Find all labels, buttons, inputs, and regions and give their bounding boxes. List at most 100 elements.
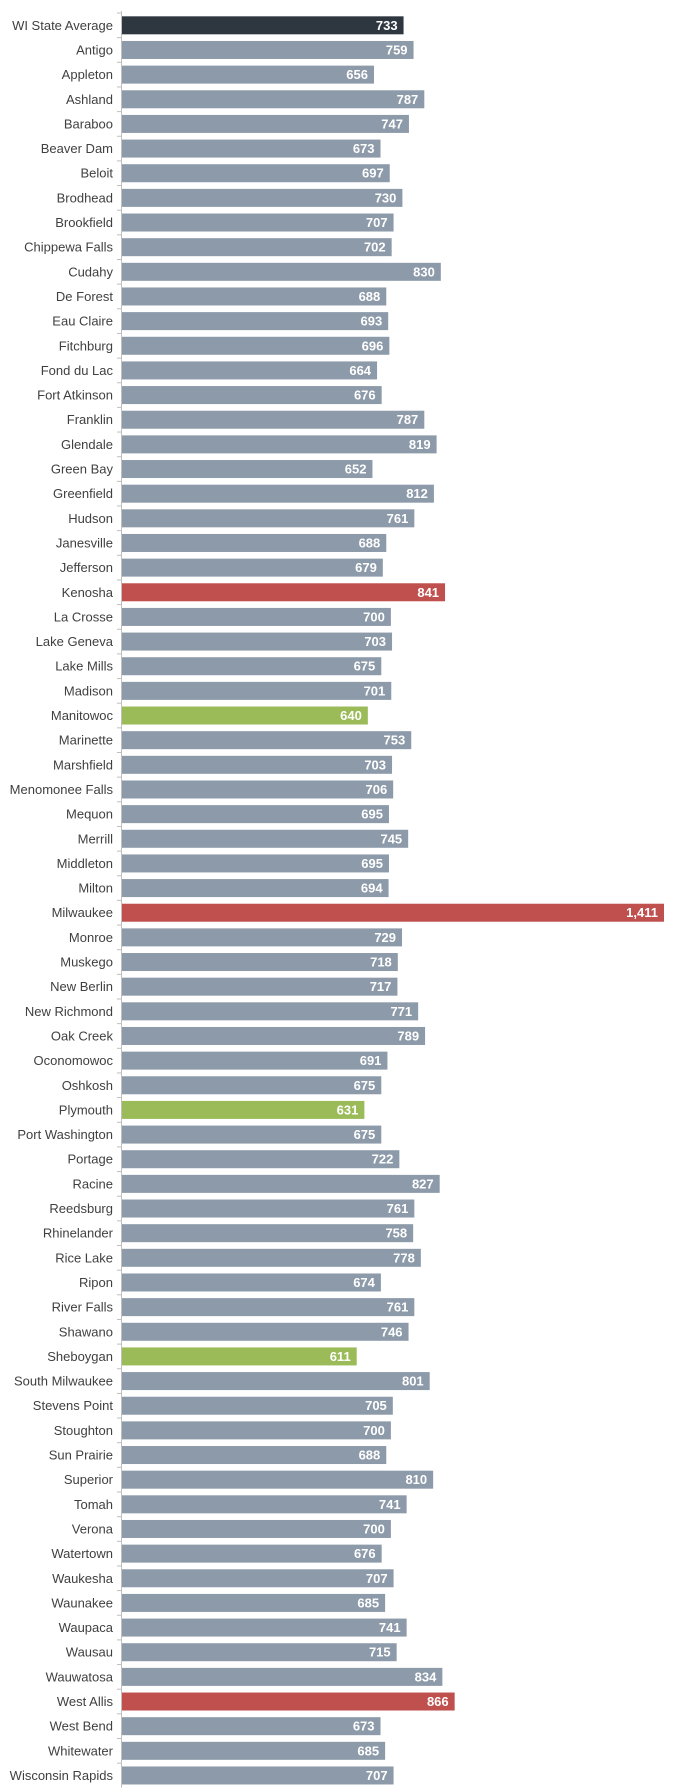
bar-ripon (122, 1273, 381, 1292)
bar-stoughton (122, 1421, 391, 1440)
value-label-kenosha: 841 (417, 585, 439, 600)
bar-verona (122, 1519, 391, 1538)
value-label-superior: 810 (405, 1472, 427, 1487)
bar-rhinelander (122, 1224, 414, 1243)
category-label-fort-atkinson: Fort Atkinson (37, 388, 113, 403)
bar-river-falls (122, 1298, 415, 1317)
bar-milton (122, 879, 389, 898)
category-label-cudahy: Cudahy (68, 264, 113, 279)
bar-chippewa-falls (122, 238, 392, 257)
category-label-watertown: Watertown (51, 1546, 113, 1561)
category-label-milton: Milton (78, 881, 113, 896)
category-label-whitewater: Whitewater (48, 1743, 114, 1758)
value-label-tomah: 741 (379, 1497, 401, 1512)
value-label-chippewa-falls: 702 (364, 240, 386, 255)
value-label-watertown: 676 (354, 1546, 376, 1561)
bar-oshkosh (122, 1076, 382, 1095)
value-label-ripon: 674 (353, 1275, 375, 1290)
value-label-hudson: 761 (387, 511, 409, 526)
value-label-oshkosh: 675 (354, 1078, 376, 1093)
value-label-stoughton: 700 (363, 1423, 385, 1438)
category-label-shawano: Shawano (59, 1324, 113, 1339)
bar-new-berlin (122, 977, 398, 996)
value-label-janesville: 688 (359, 535, 381, 550)
value-label-sun-prairie: 688 (359, 1448, 381, 1463)
bar-antigo (122, 40, 414, 59)
value-label-cudahy: 830 (413, 264, 435, 279)
value-label-south-milwaukee: 801 (402, 1374, 424, 1389)
value-label-manitowoc: 640 (340, 708, 362, 723)
category-label-manitowoc: Manitowoc (51, 708, 114, 723)
bar-ashland (122, 90, 425, 109)
value-label-port-washington: 675 (354, 1127, 376, 1142)
value-label-reedsburg: 761 (387, 1201, 409, 1216)
category-label-brodhead: Brodhead (57, 190, 113, 205)
value-label-greenfield: 812 (406, 486, 428, 501)
category-label-green-bay: Green Bay (51, 462, 114, 477)
bar-greenfield (122, 484, 434, 503)
value-label-marinette: 753 (384, 733, 406, 748)
bar-brookfield (122, 213, 394, 232)
value-label-verona: 700 (363, 1521, 385, 1536)
category-label-baraboo: Baraboo (64, 116, 113, 131)
category-label-sun-prairie: Sun Prairie (49, 1448, 113, 1463)
value-label-la-crosse: 700 (363, 609, 385, 624)
bar-merrill (122, 829, 409, 848)
bar-superior (122, 1470, 434, 1489)
value-label-river-falls: 761 (387, 1300, 409, 1315)
category-label-verona: Verona (72, 1521, 114, 1536)
category-label-port-washington: Port Washington (17, 1127, 113, 1142)
category-label-oshkosh: Oshkosh (62, 1078, 113, 1093)
category-label-rice-lake: Rice Lake (55, 1250, 113, 1265)
value-label-antigo: 759 (386, 42, 408, 57)
bar-wi-state-average (122, 16, 404, 35)
bar-fort-atkinson (122, 386, 382, 405)
bar-south-milwaukee (122, 1372, 430, 1391)
bar-lake-geneva (122, 632, 393, 651)
bar-menomonee-falls (122, 780, 394, 799)
value-label-fort-atkinson: 676 (354, 388, 376, 403)
bar-plymouth (122, 1100, 365, 1119)
bar-eau-claire (122, 312, 389, 331)
category-label-marinette: Marinette (59, 733, 113, 748)
value-label-monroe: 729 (374, 930, 396, 945)
bar-green-bay (122, 460, 373, 479)
category-label-eau-claire: Eau Claire (52, 314, 113, 329)
value-label-glendale: 819 (409, 437, 431, 452)
bar-west-allis (122, 1692, 455, 1711)
value-label-wausau: 715 (369, 1645, 391, 1660)
bar-beloit (122, 164, 390, 183)
bar-kenosha (122, 583, 446, 602)
category-label-jefferson: Jefferson (60, 560, 113, 575)
value-label-new-richmond: 771 (390, 1004, 412, 1019)
bar-milwaukee (122, 903, 664, 922)
bar-sheboygan (122, 1347, 357, 1366)
category-label-superior: Superior (64, 1472, 114, 1487)
bar-manitowoc (122, 706, 368, 725)
value-label-beloit: 697 (362, 166, 384, 181)
category-label-portage: Portage (67, 1152, 113, 1167)
value-label-sheboygan: 611 (330, 1349, 351, 1364)
value-label-plymouth: 631 (337, 1102, 359, 1117)
value-label-muskego: 718 (370, 955, 392, 970)
value-label-ashland: 787 (397, 92, 419, 107)
bar-muskego (122, 953, 398, 972)
value-label-waunakee: 685 (357, 1595, 379, 1610)
category-label-marshfield: Marshfield (53, 757, 113, 772)
bar-oak-creek (122, 1026, 426, 1045)
category-label-plymouth: Plymouth (59, 1102, 113, 1117)
value-label-jefferson: 679 (355, 560, 377, 575)
value-label-waukesha: 707 (366, 1571, 388, 1586)
value-label-racine: 827 (412, 1176, 434, 1191)
bar-tomah (122, 1495, 407, 1514)
bar-stevens-point (122, 1396, 393, 1415)
bar-watertown (122, 1544, 382, 1563)
value-label-eau-claire: 693 (360, 314, 382, 329)
category-label-stevens-point: Stevens Point (33, 1398, 114, 1413)
bar-oconomowoc (122, 1051, 388, 1070)
category-label-madison: Madison (64, 683, 113, 698)
category-label-reedsburg: Reedsburg (49, 1201, 113, 1216)
category-label-appleton: Appleton (62, 67, 113, 82)
category-label-oconomowoc: Oconomowoc (34, 1053, 114, 1068)
category-label-monroe: Monroe (69, 930, 113, 945)
